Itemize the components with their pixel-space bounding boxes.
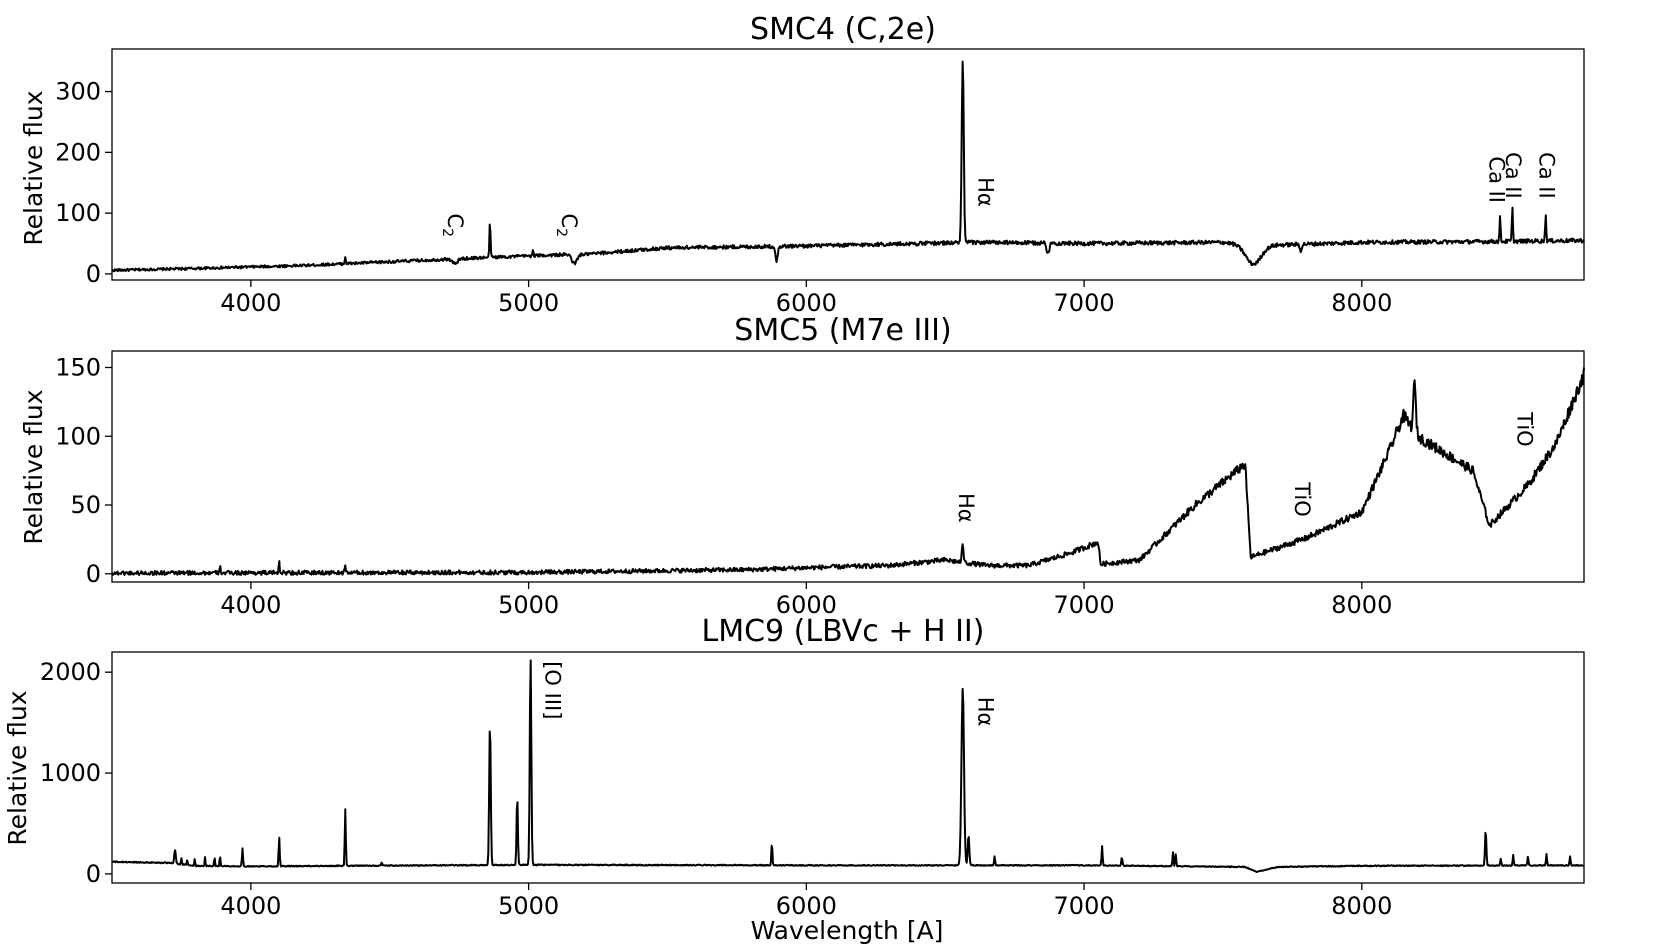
plot-frame-smc5	[111, 350, 1585, 583]
y-tick-label: 100	[55, 422, 101, 450]
x-tick-label: 7000	[1054, 892, 1115, 920]
ticks-smc4: 4000 5000 6000 7000 8000 0 100 200 300	[55, 78, 1392, 317]
x-tick-label: 8000	[1331, 892, 1392, 920]
x-tick-label: 4000	[220, 289, 281, 317]
y-tick-label: 150	[55, 354, 101, 382]
line-annotation: C2	[553, 214, 581, 238]
x-tick-label: 4000	[220, 591, 281, 619]
line-annotation: Ca II	[1485, 156, 1509, 203]
y-tick-label: 50	[70, 491, 101, 519]
ticks-smc5: 4000 5000 6000 7000 8000 0 50 100 150	[55, 354, 1392, 620]
x-tick-label: 6000	[776, 591, 837, 619]
panel-title-smc5: SMC5 (M7e III)	[734, 313, 951, 348]
line-annotation: TiO	[1290, 481, 1314, 517]
y-axis-label-smc5: Relative flux	[19, 389, 48, 544]
spectrum-line-smc5	[111, 367, 1585, 577]
y-tick-label: 0	[86, 260, 101, 288]
panel-smc4: SMC4 (C,2e) Relative flux 4000 5000 6000 70…	[19, 12, 1585, 317]
x-tick-label: 8000	[1331, 591, 1392, 619]
y-tick-label: 2000	[40, 658, 101, 686]
x-tick-label: 4000	[220, 892, 281, 920]
line-annotation: Ca II	[1501, 152, 1525, 199]
line-annotation: Hα	[974, 177, 998, 207]
panel-lmc9: LMC9 (LBVc + H II) Relative flux 4000 500…	[3, 614, 1585, 945]
line-annotation: [O III]	[540, 661, 564, 719]
ticks-lmc9: 4000 5000 6000 7000 8000 0 1000 2000	[40, 658, 1392, 920]
annotations-lmc9: [O III] Hα	[540, 661, 997, 726]
y-tick-label: 300	[55, 78, 101, 106]
panel-smc5: SMC5 (M7e III) Relative flux 4000 5000 600…	[19, 313, 1585, 620]
y-axis-label-lmc9: Relative flux	[3, 690, 32, 845]
line-annotation: C2	[439, 214, 467, 238]
x-tick-label: 6000	[776, 289, 837, 317]
y-tick-label: 200	[55, 138, 101, 166]
y-axis-label-smc4: Relative flux	[19, 90, 48, 245]
x-tick-label: 6000	[776, 892, 837, 920]
spectrum-line-lmc9	[111, 659, 1585, 873]
y-tick-label: 0	[86, 560, 101, 588]
y-tick-label: 1000	[40, 759, 101, 787]
x-tick-label: 5000	[498, 892, 559, 920]
y-tick-label: 100	[55, 199, 101, 227]
line-annotation: Hα	[954, 493, 978, 523]
x-axis-label: Wavelength [A]	[751, 916, 944, 945]
x-tick-label: 7000	[1054, 591, 1115, 619]
x-tick-label: 8000	[1331, 289, 1392, 317]
line-annotation: TiO	[1512, 411, 1536, 447]
spectrum-line-smc4	[111, 60, 1585, 273]
annotations-smc5: Hα TiO TiO	[954, 411, 1536, 522]
x-tick-label: 5000	[498, 289, 559, 317]
panel-title-lmc9: LMC9 (LBVc + H II)	[702, 614, 985, 649]
line-annotation: Ca II	[1535, 152, 1559, 199]
plot-frame-smc4	[111, 48, 1585, 281]
y-tick-label: 0	[86, 860, 101, 888]
x-tick-label: 5000	[498, 591, 559, 619]
panel-title-smc4: SMC4 (C,2e)	[750, 12, 936, 47]
x-tick-label: 7000	[1054, 289, 1115, 317]
line-annotation: Hα	[974, 697, 998, 727]
plot-frame-lmc9	[111, 651, 1585, 884]
